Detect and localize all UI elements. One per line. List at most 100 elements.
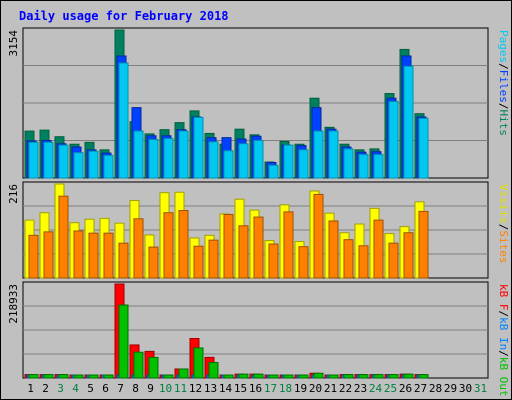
legend: kB F/kB In/kB Out: [497, 284, 510, 397]
x-tick-label: 16: [249, 382, 262, 395]
bar-sites: [253, 216, 264, 279]
bar-pages: [178, 130, 189, 179]
bar-kb-out: [28, 374, 39, 379]
bar-kb-out: [238, 373, 249, 379]
bar-pages: [148, 139, 159, 179]
bar-kb-out: [208, 362, 219, 379]
bar-pages: [403, 65, 414, 179]
x-tick-label: 17: [264, 382, 277, 395]
bar-pages: [373, 154, 384, 179]
x-tick-label: 11: [174, 382, 187, 395]
bar-pages: [133, 130, 144, 179]
legend: Pages/Files/Hits: [497, 30, 510, 136]
bar-pages: [103, 154, 114, 179]
bar-sites: [313, 193, 324, 279]
bar-sites: [133, 218, 144, 279]
bar-kb-out: [268, 374, 279, 379]
bar-kb-out: [253, 373, 264, 379]
x-tick-label: 28: [429, 382, 442, 395]
bar-pages: [343, 148, 354, 179]
bar-kb-out: [373, 374, 384, 379]
x-tick-label: 21: [324, 382, 337, 395]
bar-sites: [88, 232, 99, 279]
x-tick-label: 22: [339, 382, 352, 395]
bar-kb-out: [418, 374, 429, 379]
bar-sites: [358, 245, 369, 279]
y-max-label: 216: [7, 184, 20, 204]
x-tick-label: 29: [444, 382, 457, 395]
legend-item: Visits: [497, 184, 510, 224]
chart-title: Daily usage for February 2018: [19, 9, 229, 23]
bar-pages: [313, 130, 324, 179]
legend: Visits/Sites: [497, 184, 510, 264]
x-tick-label: 13: [204, 382, 217, 395]
bar-pages: [118, 62, 129, 179]
bar-pages: [163, 138, 174, 179]
bar-pages: [193, 116, 204, 179]
bar-sites: [58, 195, 69, 279]
bar-sites: [163, 212, 174, 279]
x-tick-label: 2: [42, 382, 49, 395]
bar-sites: [118, 242, 129, 279]
bar-pages: [268, 164, 279, 179]
legend-separator: /: [497, 311, 510, 318]
legend-item: Sites: [497, 230, 510, 263]
bar-sites: [223, 213, 234, 279]
legend-separator: /: [497, 224, 510, 231]
legend-item: kB Out: [497, 357, 510, 397]
bar-pages: [358, 154, 369, 179]
legend-separator: /: [497, 350, 510, 357]
bar-sites: [238, 225, 249, 279]
legend-item: Hits: [497, 110, 510, 137]
bar-sites: [403, 232, 414, 279]
bar-pages: [238, 143, 249, 179]
y-max-label: 3154: [7, 30, 20, 57]
bar-kb-out: [358, 374, 369, 379]
bar-kb-out: [103, 374, 114, 379]
bar-pages: [223, 150, 234, 179]
bar-kb-out: [148, 356, 159, 379]
legend-item: kB In: [497, 317, 510, 350]
x-tick-label: 5: [87, 382, 94, 395]
bar-kb-out: [73, 374, 84, 379]
x-tick-label: 10: [159, 382, 172, 395]
bar-pages: [28, 141, 39, 179]
x-tick-label: 18: [279, 382, 292, 395]
bar-sites: [373, 219, 384, 279]
x-tick-label: 9: [147, 382, 154, 395]
bar-sites: [298, 246, 309, 279]
bar-kb-out: [223, 374, 234, 379]
bar-kb-out: [313, 372, 324, 379]
x-tick-label: 25: [384, 382, 397, 395]
x-tick-label: 20: [309, 382, 322, 395]
legend-item: kB F: [497, 284, 510, 311]
x-tick-label: 15: [234, 382, 247, 395]
bar-sites: [43, 231, 54, 279]
bar-sites: [328, 220, 339, 279]
bar-sites: [103, 232, 114, 279]
bar-sites: [283, 211, 294, 279]
y-max-label: 218933: [7, 284, 20, 324]
bar-sites: [268, 243, 279, 279]
bar-pages: [283, 144, 294, 179]
bar-kb-out: [328, 374, 339, 379]
x-tick-label: 14: [219, 382, 233, 395]
x-tick-label: 4: [72, 382, 79, 395]
x-tick-label: 24: [369, 382, 383, 395]
bar-pages: [418, 117, 429, 179]
x-tick-label: 8: [132, 382, 139, 395]
bar-pages: [208, 141, 219, 179]
bar-kb-out: [163, 374, 174, 379]
bar-pages: [88, 150, 99, 179]
x-tick-label: 3: [57, 382, 64, 395]
bar-sites: [208, 239, 219, 279]
bar-kb-out: [118, 304, 129, 379]
x-tick-label: 6: [102, 382, 109, 395]
legend-item: Pages: [497, 30, 510, 63]
bar-sites: [418, 210, 429, 279]
bar-sites: [28, 234, 39, 279]
legend-separator: /: [497, 103, 510, 110]
x-tick-label: 31: [474, 382, 487, 395]
bar-sites: [178, 210, 189, 279]
